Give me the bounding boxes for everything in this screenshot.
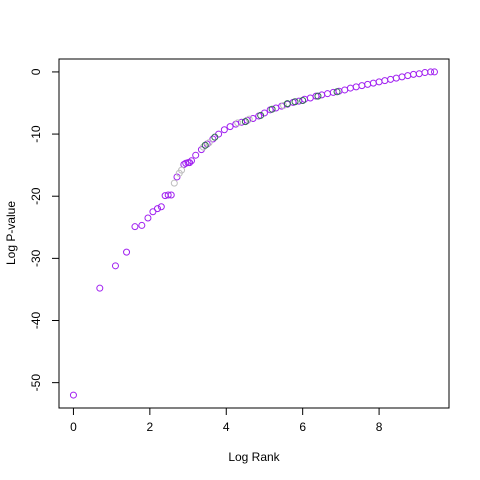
point xyxy=(111,262,119,270)
point xyxy=(430,68,438,76)
point xyxy=(209,135,217,143)
point xyxy=(173,173,181,181)
point xyxy=(268,105,276,113)
point xyxy=(358,82,366,90)
point xyxy=(131,223,139,231)
y-tick-label: 0 xyxy=(29,68,43,75)
point xyxy=(170,179,178,187)
point xyxy=(257,111,265,119)
point xyxy=(249,115,257,123)
point xyxy=(144,214,152,222)
point xyxy=(234,119,242,127)
point xyxy=(215,130,223,138)
x-tick-label: 2 xyxy=(147,420,154,434)
point xyxy=(226,123,234,131)
point xyxy=(421,69,429,77)
point xyxy=(220,126,228,134)
point xyxy=(123,248,131,256)
y-axis-label: Log P-value xyxy=(4,201,18,265)
point xyxy=(157,203,165,211)
point xyxy=(427,68,435,76)
point xyxy=(96,284,104,292)
x-tick-label: 0 xyxy=(70,420,77,434)
point xyxy=(291,98,299,106)
point xyxy=(346,84,354,92)
point xyxy=(69,391,77,399)
point xyxy=(314,92,322,100)
point xyxy=(283,100,291,108)
point xyxy=(186,159,194,167)
point xyxy=(241,118,249,126)
point xyxy=(280,101,288,109)
point xyxy=(153,205,161,213)
point xyxy=(369,79,377,87)
point xyxy=(178,166,186,174)
point xyxy=(164,191,172,199)
point xyxy=(415,70,423,78)
plot-box xyxy=(58,58,450,409)
y-tick-label: -40 xyxy=(29,312,43,330)
point xyxy=(364,80,372,88)
y-tick-label: -10 xyxy=(29,125,43,143)
point xyxy=(381,77,389,85)
y-tick-label: -50 xyxy=(29,374,43,392)
point xyxy=(192,151,200,159)
point xyxy=(387,75,395,83)
y-tick-label: -20 xyxy=(29,187,43,205)
point xyxy=(375,78,383,86)
point xyxy=(187,157,195,165)
point xyxy=(199,143,207,151)
x-tick-label: 8 xyxy=(376,420,383,434)
point xyxy=(138,221,146,229)
point xyxy=(333,88,341,96)
point xyxy=(167,191,175,199)
x-axis-label: Log Rank xyxy=(228,450,280,464)
point xyxy=(341,86,349,94)
point xyxy=(404,72,412,80)
point xyxy=(299,97,307,105)
x-tick-label: 4 xyxy=(223,420,230,434)
point xyxy=(324,90,332,98)
point xyxy=(409,70,417,78)
point xyxy=(211,133,219,141)
point xyxy=(352,83,360,91)
point xyxy=(392,74,400,82)
x-tick-label: 6 xyxy=(299,420,306,434)
point xyxy=(272,104,280,112)
point xyxy=(201,141,209,149)
point xyxy=(398,73,406,81)
y-tick-label: -30 xyxy=(29,249,43,267)
point xyxy=(306,94,314,102)
point xyxy=(318,91,326,99)
